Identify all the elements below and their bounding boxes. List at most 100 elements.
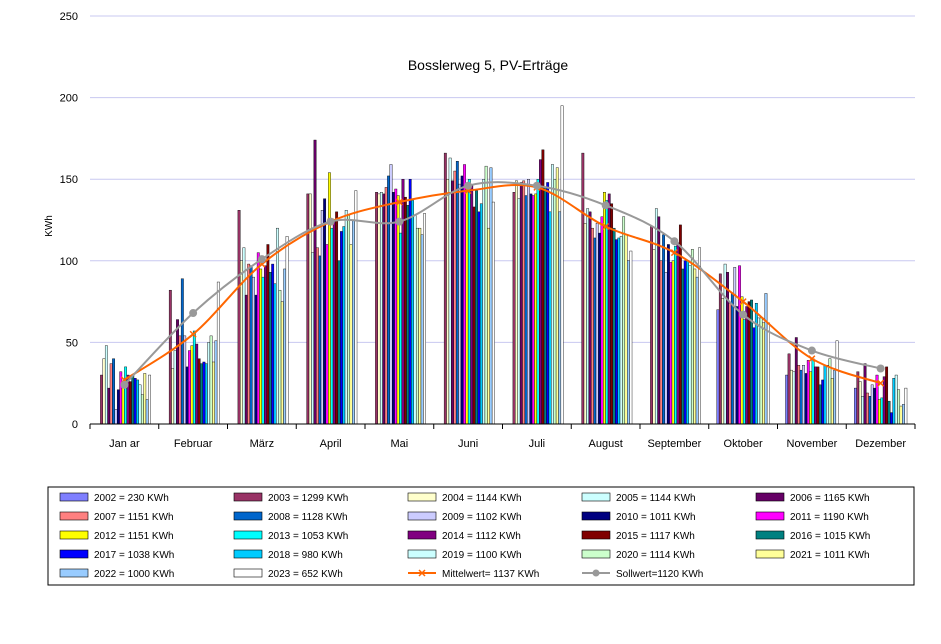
legend-swatch — [407, 492, 437, 502]
legend-swatch — [755, 492, 785, 502]
y-axis-label: KWh — [44, 215, 55, 237]
bar — [750, 299, 753, 425]
legend-line-marker — [418, 569, 426, 577]
bar — [854, 387, 857, 425]
bar — [764, 293, 768, 425]
bar — [109, 363, 113, 425]
bar — [102, 358, 106, 425]
bar — [629, 250, 633, 425]
bar — [145, 399, 149, 425]
line-point — [189, 330, 197, 338]
bar — [674, 245, 677, 425]
bar — [396, 195, 400, 425]
bar — [757, 317, 761, 425]
bar — [524, 195, 528, 425]
legend-label: 2017 = 1038 KWh — [94, 550, 174, 561]
x-tick-label: April — [320, 438, 342, 450]
x-tick-label: Juni — [458, 438, 478, 450]
bar — [140, 394, 144, 425]
bar — [830, 378, 834, 425]
bar — [237, 210, 241, 425]
bar — [558, 211, 562, 425]
legend-label: 2012 = 1151 KWh — [94, 531, 174, 542]
legend-swatch — [59, 511, 89, 521]
y-tick-label: 200 — [60, 93, 78, 105]
bar — [522, 180, 526, 425]
line-point — [808, 355, 816, 363]
bar — [866, 392, 869, 425]
bar — [418, 227, 422, 425]
bar — [116, 389, 120, 425]
bar — [406, 205, 410, 425]
bar — [543, 187, 547, 425]
x-tick-label: März — [250, 438, 274, 450]
legend-swatch — [233, 568, 263, 578]
bar — [104, 345, 108, 425]
bar — [693, 268, 697, 425]
bar — [207, 342, 211, 425]
bar — [479, 203, 483, 425]
bar — [138, 384, 142, 425]
bar — [173, 350, 177, 425]
bar — [330, 227, 334, 425]
bar — [477, 211, 481, 425]
bar — [261, 276, 265, 425]
bar — [401, 178, 405, 425]
bar — [681, 268, 685, 425]
bar — [593, 237, 597, 425]
bar — [856, 371, 860, 425]
bar — [467, 178, 471, 425]
line-point — [739, 298, 747, 306]
bar — [214, 340, 218, 425]
bar — [320, 210, 324, 425]
x-axis-tick-labels: Jan ar Februar März April Mai Juni Juli August S… — [109, 438, 906, 450]
y-tick-label: 250 — [60, 11, 78, 23]
bar — [342, 226, 346, 425]
bar — [484, 165, 488, 425]
y-tick-label: 150 — [60, 174, 78, 186]
bar — [453, 170, 457, 425]
bar — [806, 360, 810, 425]
legend-swatch — [59, 492, 89, 502]
bar — [387, 175, 390, 425]
bar — [534, 193, 538, 425]
bar — [247, 263, 251, 425]
bar — [548, 211, 552, 425]
bar — [472, 206, 476, 425]
bar — [619, 236, 623, 425]
bar — [541, 149, 545, 425]
bar — [465, 187, 469, 425]
bar — [318, 255, 322, 425]
bar — [882, 376, 886, 425]
bar — [823, 365, 827, 425]
bar — [313, 139, 317, 425]
legend-label: 2015 = 1117 KWh — [616, 531, 695, 542]
bar — [475, 190, 478, 425]
bar — [209, 335, 213, 425]
legend-swatch — [581, 511, 611, 521]
bar — [868, 396, 872, 425]
x-tick-label: Februar — [174, 438, 213, 450]
bar — [878, 399, 881, 425]
bar — [804, 373, 808, 425]
legend-swatch — [407, 511, 437, 521]
bar — [264, 265, 267, 425]
bar — [716, 309, 720, 425]
bar — [894, 374, 898, 425]
bar — [375, 192, 378, 425]
bar — [627, 260, 630, 425]
bar — [491, 201, 495, 425]
bar — [266, 244, 270, 425]
bar — [583, 223, 587, 425]
bar — [176, 319, 179, 425]
bar — [276, 227, 279, 425]
bar — [171, 368, 175, 425]
bar — [259, 268, 263, 425]
bar — [811, 358, 815, 425]
bar — [482, 178, 486, 425]
bar — [787, 353, 791, 425]
bar — [742, 319, 746, 425]
legend-swatch — [233, 492, 263, 502]
bar — [202, 361, 206, 425]
bar — [100, 374, 103, 425]
